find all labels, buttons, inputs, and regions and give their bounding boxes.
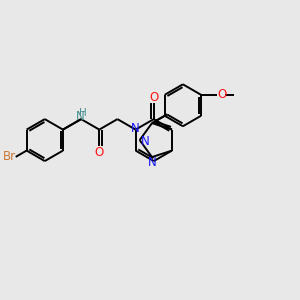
Text: O: O <box>95 146 104 159</box>
Text: N: N <box>140 135 149 148</box>
Text: O: O <box>217 88 226 101</box>
Text: Br: Br <box>3 150 16 164</box>
Text: H: H <box>79 108 87 118</box>
Text: N: N <box>148 156 156 169</box>
Text: N: N <box>76 110 85 123</box>
Text: O: O <box>149 91 158 104</box>
Text: N: N <box>131 122 140 135</box>
